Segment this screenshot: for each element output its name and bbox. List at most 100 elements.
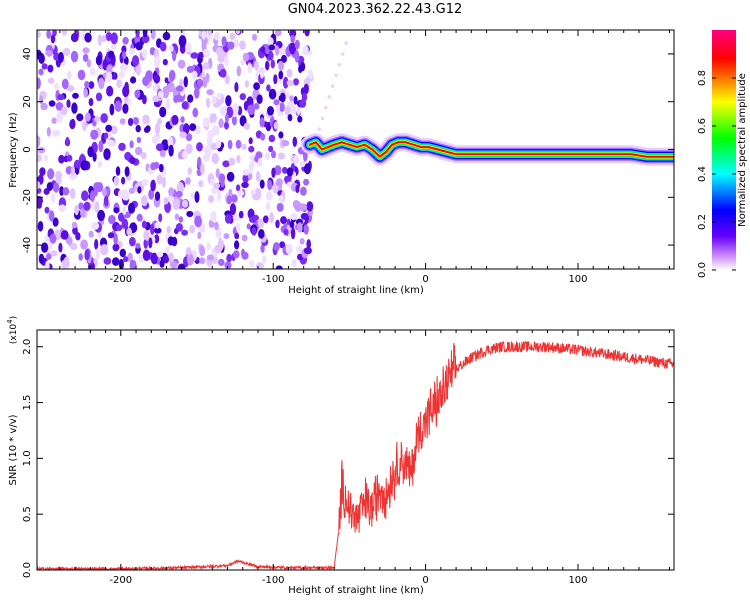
noise-speckle (161, 176, 166, 188)
noise-speckle (274, 30, 282, 37)
noise-speckle (233, 250, 240, 259)
noise-speckle (113, 207, 120, 214)
noise-speckle (70, 165, 75, 176)
noise-speckle (136, 136, 142, 144)
noise-speckle (224, 74, 230, 85)
noise-speckle (289, 42, 297, 55)
noise-speckle (251, 227, 257, 236)
noise-speckle (128, 187, 135, 194)
noise-speckle (127, 252, 133, 263)
noise-speckle (186, 253, 194, 266)
noise-speckle (84, 249, 90, 261)
noise-speckle (296, 245, 303, 253)
noise-speckle (51, 117, 57, 124)
noise-speckle (95, 55, 102, 66)
noise-speckle (222, 160, 230, 168)
noise-speckle (159, 163, 164, 173)
noise-speckle (88, 81, 95, 89)
noise-speckle (205, 72, 210, 83)
noise-speckle (303, 178, 310, 186)
noise-speckle (185, 177, 191, 185)
snr-series-line (37, 340, 674, 570)
noise-speckle (94, 201, 100, 213)
noise-speckle (272, 183, 278, 194)
noise-speckle (47, 168, 55, 180)
noise-speckle (46, 30, 52, 39)
noise-speckle (98, 77, 105, 90)
noise-speckle (197, 51, 204, 59)
noise-speckle (128, 202, 136, 214)
noise-speckle (258, 229, 265, 239)
noise-dot (327, 95, 332, 99)
noise-speckle (179, 131, 187, 139)
noise-speckle (216, 46, 224, 57)
noise-speckle (78, 253, 83, 261)
noise-speckle (60, 106, 68, 116)
noise-speckle (221, 36, 227, 47)
noise-speckle (47, 64, 54, 73)
noise-speckle (163, 197, 169, 205)
noise-speckle (40, 102, 48, 111)
colorbar-ticks: 0.0 0.2 0.4 0.6 0.8 (697, 70, 736, 278)
noise-speckle (189, 123, 197, 131)
noise-speckle (227, 41, 235, 50)
noise-speckle (279, 102, 285, 112)
noise-speckle (241, 248, 245, 258)
noise-speckle (257, 157, 263, 167)
noise-speckle (247, 62, 252, 74)
noise-speckle (98, 140, 104, 153)
noise-speckle (299, 99, 307, 108)
noise-speckle (156, 174, 163, 185)
noise-speckle (282, 166, 288, 174)
noise-speckle (162, 58, 168, 66)
noise-speckle (93, 182, 102, 191)
noise-speckle (290, 213, 298, 221)
noise-speckle (124, 151, 132, 161)
noise-speckle (183, 123, 190, 135)
noise-speckle (121, 218, 129, 229)
noise-speckle (302, 45, 309, 56)
noise-speckle (104, 132, 109, 139)
noise-speckle (156, 251, 164, 258)
noise-speckle (175, 223, 183, 232)
noise-speckle (105, 124, 113, 132)
noise-speckle (306, 201, 314, 212)
noise-speckle (300, 212, 309, 220)
noise-speckle (215, 139, 222, 149)
noise-speckle (292, 136, 298, 147)
noise-speckle (299, 238, 305, 245)
noise-speckle (296, 105, 301, 115)
noise-speckle (110, 125, 118, 135)
noise-speckle (290, 34, 296, 43)
noise-speckle (278, 194, 284, 203)
noise-speckle (102, 188, 108, 197)
noise-speckle (235, 184, 241, 192)
noise-speckle (220, 179, 225, 188)
noise-speckle (91, 221, 100, 230)
snr-plot-area (37, 330, 674, 570)
noise-speckle (65, 136, 70, 147)
noise-speckle (205, 97, 211, 108)
snr-panel: -200 -100 0 100 0.0 0.5 1.0 1.5 2.0 Height of st… (6, 316, 675, 596)
noise-speckle (180, 116, 185, 123)
noise-speckle (214, 221, 219, 231)
noise-speckle (248, 137, 253, 145)
noise-speckle (273, 74, 278, 85)
noise-speckle (294, 50, 300, 61)
noise-speckle (294, 39, 300, 50)
noise-speckle (126, 227, 132, 236)
noise-speckle (135, 124, 141, 133)
noise-speckle (267, 106, 274, 116)
noise-speckle (165, 98, 171, 111)
noise-speckle (129, 259, 137, 269)
noise-speckle (72, 92, 79, 99)
noise-speckle (143, 230, 150, 241)
noise-speckle (257, 218, 265, 229)
noise-speckle (58, 204, 66, 212)
noise-speckle (288, 104, 297, 115)
noise-speckle (273, 121, 279, 130)
noise-speckle (80, 208, 86, 218)
noise-speckle (107, 232, 115, 239)
noise-speckle (263, 215, 269, 224)
